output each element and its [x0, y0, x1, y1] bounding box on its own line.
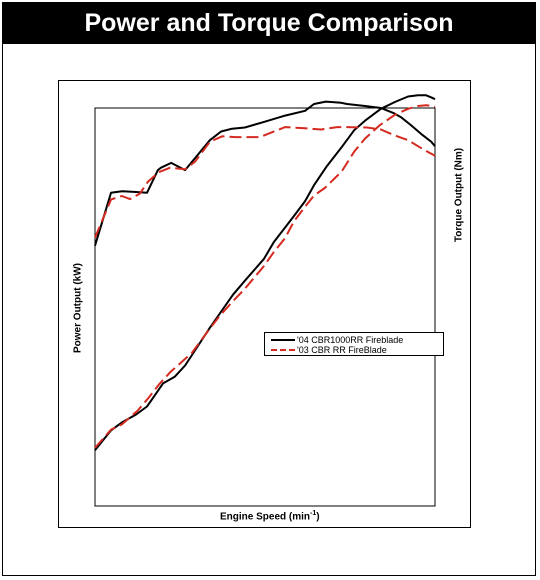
x-axis-label: Engine Speed (min-1) — [220, 510, 320, 523]
y-axis-label-left: Power Output (kW) — [72, 263, 84, 353]
legend-label-04: '04 CBR1000RR Fireblade — [297, 335, 404, 345]
x-axis-label-text: Engine Speed (min — [220, 511, 311, 523]
y-axis-label-right: Torque Output (Nm) — [453, 147, 465, 243]
x-axis-label-exponent: -1 — [310, 510, 317, 517]
legend-label-03: '03 CBR RR FireBlade — [297, 345, 387, 355]
page-title: Power and Torque Comparison — [2, 2, 536, 44]
plot-area — [94, 107, 436, 507]
legend-entry-03: '03 CBR RR FireBlade — [271, 345, 387, 355]
chart-legend: '04 CBR1000RR Fireblade '03 CBR RR FireB… — [264, 332, 444, 356]
legend-swatch-04 — [271, 339, 295, 341]
legend-swatch-03 — [271, 349, 295, 351]
series-line-2-torque — [94, 126, 436, 239]
legend-entry-04: '04 CBR1000RR Fireblade — [271, 335, 403, 345]
series-line-0-torque — [94, 100, 436, 246]
series-layer — [94, 94, 436, 451]
series-line-3-power — [94, 104, 436, 449]
chart-outer-frame — [58, 80, 471, 528]
series-line-1-power — [94, 94, 436, 451]
